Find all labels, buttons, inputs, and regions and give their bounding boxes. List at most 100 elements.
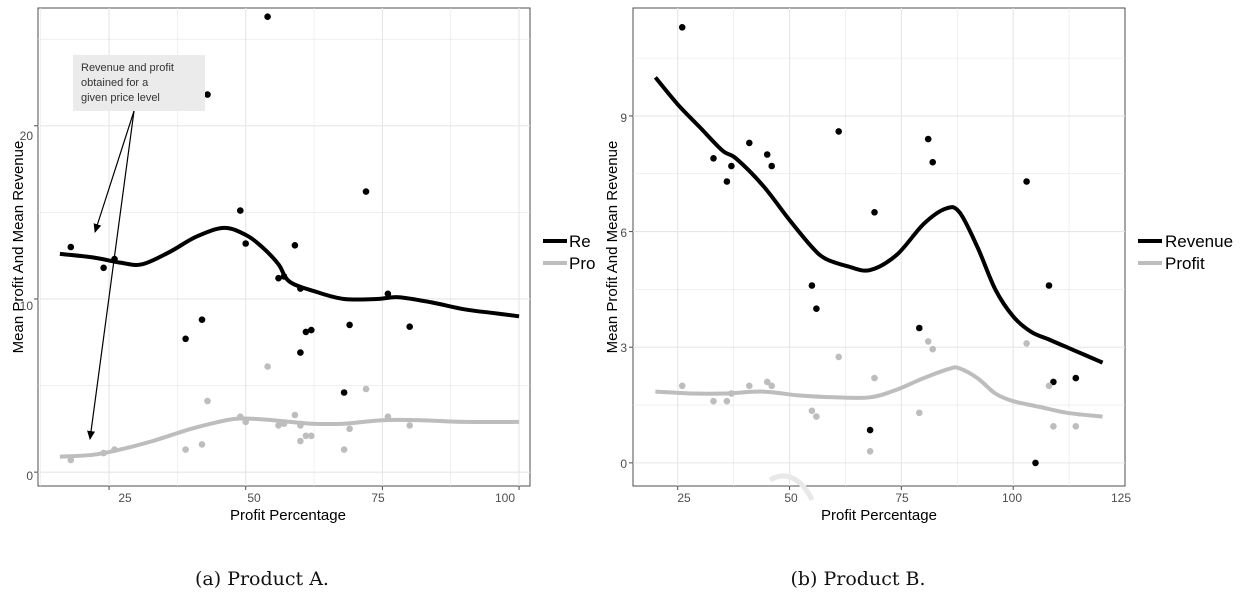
y-tick-labels: 0 10 20 — [20, 129, 34, 483]
profit-point — [340, 446, 348, 453]
profit-point — [916, 409, 923, 417]
revenue-point — [710, 155, 717, 162]
x-tick-label: 75 — [895, 491, 909, 505]
panel-b-plot-area — [632, 7, 1126, 487]
profit-point — [728, 390, 735, 397]
x-tick-label: 25 — [118, 491, 132, 505]
y-tick-label: 10 — [20, 299, 34, 313]
revenue-point — [280, 273, 288, 280]
revenue-point — [308, 326, 315, 334]
revenue-point — [291, 242, 299, 249]
revenue-point — [746, 139, 753, 147]
profit-point — [384, 413, 392, 421]
revenue-point — [916, 324, 923, 332]
y-axis-label: Mean Profit And Mean Revenue — [10, 141, 27, 354]
x-tick-label: 100 — [495, 491, 515, 505]
revenue-smooth-line — [653, 76, 1104, 365]
profit-smooth-line — [655, 365, 1103, 419]
revenue-point — [768, 162, 775, 170]
revenue-point — [384, 290, 392, 298]
profit-point — [746, 382, 753, 390]
x-tick-labels: 25 50 75 100 125 — [677, 491, 1131, 505]
revenue-point — [835, 128, 842, 135]
x-tick-label: 50 — [784, 491, 798, 505]
y-tick-label: 20 — [20, 129, 34, 143]
x-tick-label: 25 — [677, 491, 691, 505]
y-tick-label: 6 — [620, 226, 627, 240]
profit-point — [768, 382, 775, 390]
profit-point — [813, 413, 820, 420]
x-tick-label: 100 — [1002, 491, 1022, 505]
panel-b-curves — [653, 76, 1104, 419]
x-axis-label: Profit Percentage — [230, 507, 346, 524]
revenue-point — [1072, 374, 1080, 382]
profit-point — [362, 385, 370, 393]
profit-point — [710, 397, 717, 405]
revenue-point — [728, 162, 735, 170]
profit-point — [808, 407, 816, 415]
revenue-point — [346, 321, 353, 329]
revenue-smooth-line — [59, 225, 520, 319]
profit-point — [308, 432, 315, 440]
revenue-point — [362, 188, 370, 195]
revenue-point — [198, 316, 206, 324]
profit-point — [297, 437, 304, 445]
profit-point — [302, 432, 310, 440]
revenue-point — [204, 91, 211, 98]
revenue-point — [100, 264, 107, 272]
profit-point — [198, 441, 206, 448]
x-axis-label: Profit Percentage — [821, 507, 937, 524]
caption-a: (a) Product A. — [195, 568, 329, 590]
profit-point — [929, 345, 936, 353]
annotation: Revenue and profit obtained for a given … — [73, 55, 205, 440]
revenue-point — [871, 209, 878, 216]
y-axis-label: Mean Profit And Mean Revenue — [604, 141, 621, 354]
x-tick-label: 75 — [371, 491, 385, 505]
revenue-point — [275, 274, 282, 282]
annotation-line: Revenue and profit — [81, 62, 174, 74]
revenue-point — [866, 426, 874, 434]
revenue-point — [297, 349, 304, 356]
profit-point — [763, 378, 771, 386]
annotation-box — [73, 55, 205, 111]
y-tick-label: 9 — [620, 111, 627, 125]
annotation-line: obtained for a — [81, 77, 149, 89]
revenue-point — [1045, 282, 1053, 289]
profit-point — [280, 420, 288, 428]
profit-point — [242, 418, 249, 426]
revenue-point — [182, 335, 189, 343]
panel-a-legend: Re Pro — [543, 232, 595, 273]
x-tick-label: 125 — [1111, 491, 1131, 505]
profit-point — [406, 422, 414, 429]
profit-point — [1050, 423, 1057, 430]
revenue-point — [302, 328, 310, 336]
profit-point — [678, 382, 686, 390]
revenue-point — [1050, 378, 1057, 386]
revenue-point — [813, 305, 820, 313]
revenue-point — [924, 135, 932, 143]
profit-point — [291, 411, 299, 419]
annotation-arrow — [93, 110, 135, 233]
legend-profit-label: Pro — [569, 254, 595, 273]
panel-b-grid — [629, 8, 1125, 490]
panel-b-legend: Revenue Profit — [1138, 232, 1233, 273]
profit-point — [182, 446, 189, 453]
panel-b: 25 50 75 100 125 0 3 6 9 Profit Percenta… — [604, 7, 1233, 590]
profit-point — [100, 449, 107, 457]
watermark-mark — [768, 473, 815, 502]
profit-point — [723, 397, 731, 405]
profit-point — [67, 456, 75, 464]
legend-revenue-label: Re — [569, 232, 591, 251]
revenue-point — [264, 13, 271, 20]
revenue-point — [723, 178, 731, 185]
y-tick-label: 0 — [26, 469, 33, 483]
profit-point — [297, 422, 304, 429]
profit-point — [346, 425, 353, 433]
revenue-point — [242, 240, 249, 247]
profit-point — [924, 338, 932, 345]
revenue-point — [808, 282, 816, 289]
caption-b: (b) Product B. — [790, 568, 925, 590]
revenue-point — [340, 389, 348, 396]
profit-point — [237, 413, 244, 421]
panel-a-grid — [34, 8, 530, 490]
